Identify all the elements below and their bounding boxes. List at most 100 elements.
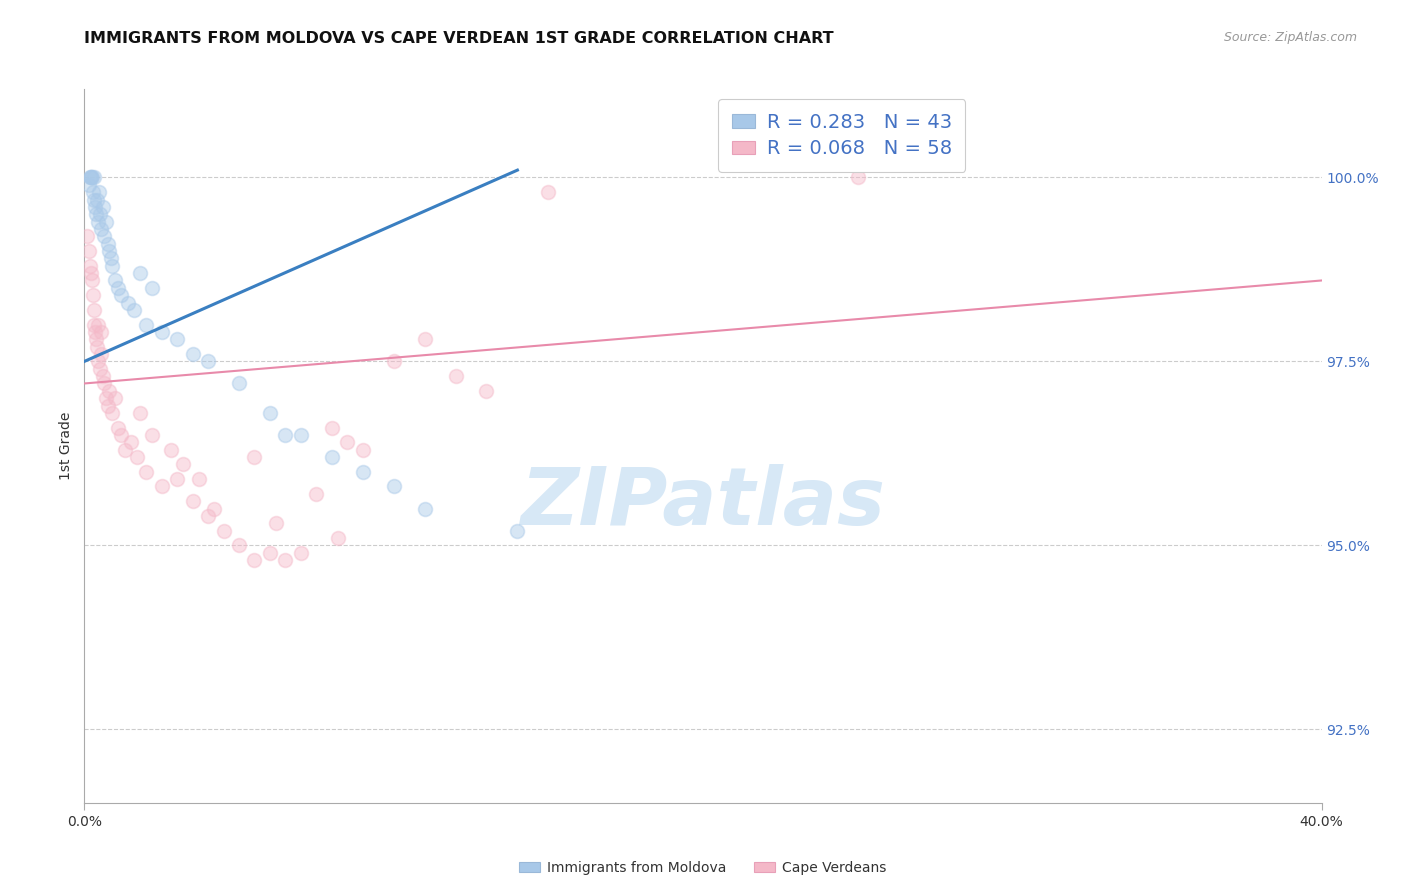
Point	[77, 244, 100, 258]
Point	[259, 406, 281, 420]
Legend: Immigrants from Moldova, Cape Verdeans: Immigrants from Moldova, Cape Verdeans	[515, 855, 891, 880]
Point	[101, 259, 124, 273]
Point	[150, 479, 173, 493]
Point	[79, 259, 101, 273]
Point	[86, 340, 108, 354]
Point	[82, 170, 104, 185]
Point	[321, 420, 343, 434]
Point	[181, 347, 204, 361]
Point	[83, 170, 105, 185]
Point	[305, 487, 328, 501]
Point	[444, 369, 467, 384]
Point	[83, 318, 105, 332]
Point	[101, 406, 124, 420]
Point	[120, 435, 142, 450]
Point	[352, 442, 374, 457]
Point	[87, 214, 110, 228]
Point	[83, 193, 105, 207]
Point	[90, 325, 112, 339]
Point	[187, 472, 209, 486]
Point	[135, 318, 157, 332]
Point	[110, 288, 132, 302]
Point	[93, 229, 115, 244]
Point	[122, 302, 145, 317]
Point	[259, 546, 281, 560]
Point	[382, 354, 405, 368]
Point	[79, 170, 101, 185]
Point	[87, 318, 110, 332]
Point	[107, 420, 129, 434]
Point	[336, 435, 359, 450]
Point	[79, 266, 101, 280]
Text: IMMIGRANTS FROM MOLDOVA VS CAPE VERDEAN 1ST GRADE CORRELATION CHART: IMMIGRANTS FROM MOLDOVA VS CAPE VERDEAN …	[84, 31, 834, 46]
Point	[212, 524, 235, 538]
Point	[90, 222, 112, 236]
Point	[243, 450, 266, 464]
Point	[129, 266, 152, 280]
Point	[181, 494, 204, 508]
Point	[89, 361, 111, 376]
Point	[274, 553, 297, 567]
Point	[166, 472, 188, 486]
Point	[97, 236, 120, 251]
Point	[413, 332, 436, 346]
Point	[197, 508, 219, 523]
Point	[321, 450, 343, 464]
Point	[98, 384, 121, 398]
Point	[84, 325, 107, 339]
Point	[290, 428, 312, 442]
Point	[79, 170, 101, 185]
Point	[117, 295, 139, 310]
Text: ZIPatlas: ZIPatlas	[520, 464, 886, 542]
Y-axis label: 1st Grade: 1st Grade	[59, 412, 73, 480]
Point	[141, 281, 163, 295]
Point	[89, 185, 111, 199]
Point	[172, 458, 194, 472]
Point	[537, 185, 560, 199]
Point	[84, 200, 107, 214]
Point	[228, 538, 250, 552]
Point	[228, 376, 250, 391]
Point	[100, 252, 122, 266]
Point	[475, 384, 498, 398]
Point	[290, 546, 312, 560]
Point	[846, 170, 869, 185]
Point	[264, 516, 287, 531]
Point	[86, 193, 108, 207]
Point	[413, 501, 436, 516]
Point	[90, 347, 112, 361]
Point	[135, 465, 157, 479]
Point	[243, 553, 266, 567]
Point	[125, 450, 148, 464]
Point	[83, 302, 105, 317]
Point	[84, 332, 107, 346]
Point	[94, 214, 117, 228]
Point	[93, 376, 115, 391]
Point	[506, 524, 529, 538]
Point	[82, 185, 104, 199]
Point	[89, 207, 111, 221]
Point	[110, 428, 132, 442]
Point	[94, 391, 117, 405]
Point	[141, 428, 163, 442]
Point	[197, 354, 219, 368]
Point	[82, 288, 104, 302]
Legend: R = 0.283   N = 43, R = 0.068   N = 58: R = 0.283 N = 43, R = 0.068 N = 58	[718, 99, 966, 172]
Point	[166, 332, 188, 346]
Point	[382, 479, 405, 493]
Point	[98, 244, 121, 258]
Point	[80, 170, 103, 185]
Point	[104, 273, 127, 287]
Point	[97, 399, 120, 413]
Point	[77, 178, 100, 192]
Point	[129, 406, 152, 420]
Point	[104, 391, 127, 405]
Point	[150, 325, 173, 339]
Point	[87, 354, 110, 368]
Point	[202, 501, 225, 516]
Text: Source: ZipAtlas.com: Source: ZipAtlas.com	[1223, 31, 1357, 45]
Point	[352, 465, 374, 479]
Point	[160, 442, 183, 457]
Point	[107, 281, 129, 295]
Point	[274, 428, 297, 442]
